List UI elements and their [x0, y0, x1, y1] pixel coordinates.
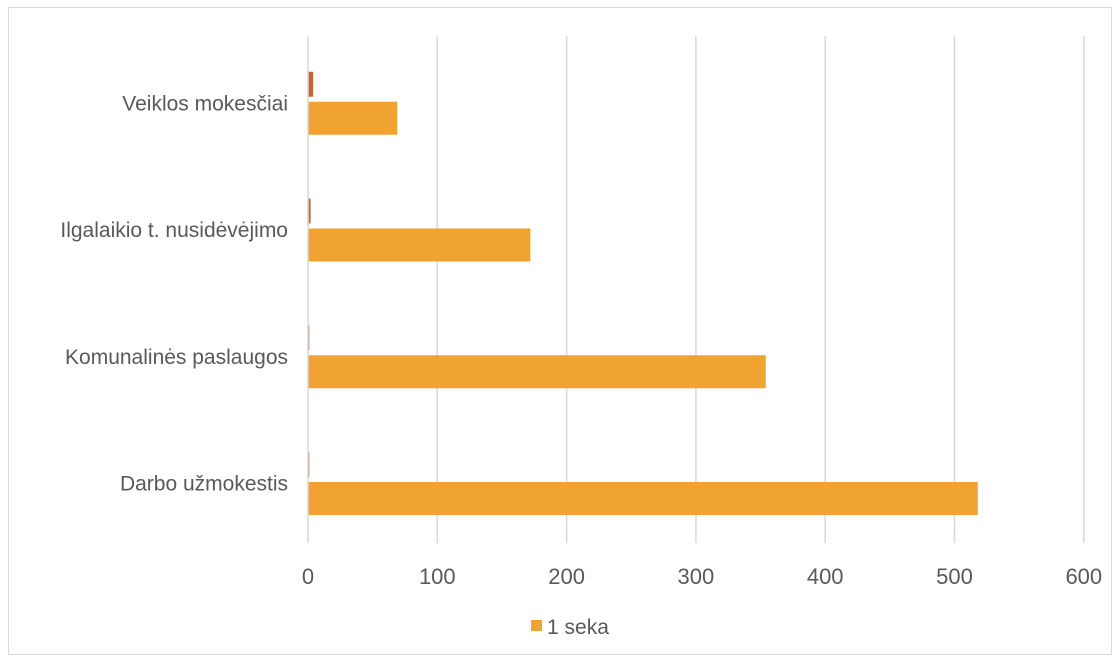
x-tick-label: 100: [419, 564, 456, 589]
bar-0-series-1: [308, 482, 978, 515]
x-tick-label: 200: [548, 564, 585, 589]
x-tick-label: 400: [807, 564, 844, 589]
x-tick-label: 0: [302, 564, 314, 589]
bar-1-series-1: [308, 355, 766, 389]
bar-3-series-1: [308, 101, 398, 135]
bar-2-series-1: [308, 228, 531, 262]
x-tick-label: 600: [1065, 564, 1102, 589]
legend-swatch: [531, 620, 542, 631]
category-label: Darbo užmokestis: [120, 473, 288, 496]
category-label: Ilgalaikio t. nusidėvėjimo: [60, 219, 288, 242]
x-tick-label: 300: [678, 564, 715, 589]
category-label: Veiklos mokesčiai: [122, 92, 288, 115]
x-tick-label: 500: [936, 564, 973, 589]
legend-label: 1 seka: [547, 616, 609, 639]
chart-frame: [8, 7, 1112, 655]
bar-2-series-2: [308, 198, 311, 224]
bar-3-series-2: [308, 71, 314, 97]
category-label: Komunalinės paslaugos: [65, 346, 288, 369]
